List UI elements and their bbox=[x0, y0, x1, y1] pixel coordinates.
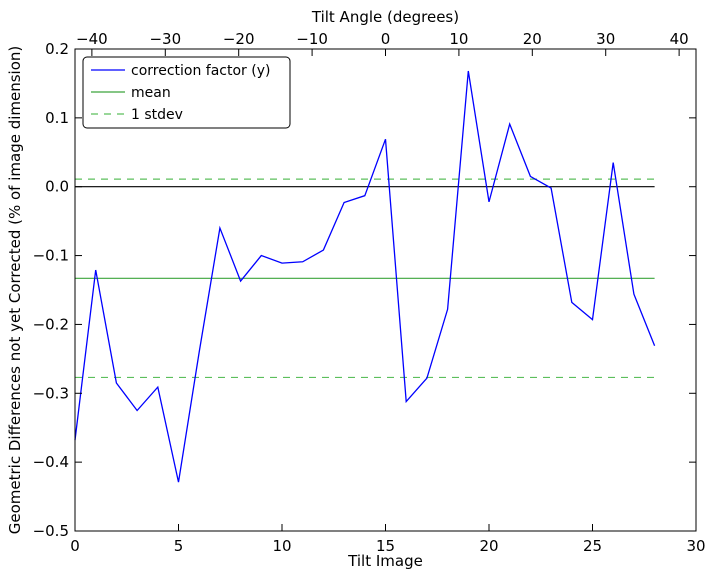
x-tick-label: 5 bbox=[174, 537, 184, 555]
top-x-tick-label: −20 bbox=[223, 30, 255, 48]
plot-area bbox=[75, 49, 696, 531]
ticks-layer: 0 5 10 15 20 25 30 −0.5 −0.4 −0.3 −0.2 −0.1 0.0 0.1 0.… bbox=[33, 30, 706, 555]
series-layer bbox=[74, 70, 656, 483]
y-tick-label: −0.5 bbox=[33, 522, 69, 540]
y-tick-label: 0.1 bbox=[45, 109, 69, 127]
y-tick-label: 0.0 bbox=[45, 178, 69, 196]
x-tick-label: 15 bbox=[376, 537, 395, 555]
x-tick-label: 10 bbox=[272, 537, 291, 555]
legend-label-stdev: 1 stdev bbox=[131, 107, 183, 123]
top-x-tick-label: 30 bbox=[596, 30, 615, 48]
y-tick-label: −0.2 bbox=[33, 315, 69, 333]
top-x-tick-label: −10 bbox=[296, 30, 328, 48]
series-line-0 bbox=[74, 70, 656, 483]
legend-box bbox=[82, 56, 291, 129]
x-tick-label: 30 bbox=[686, 537, 705, 555]
top-x-tick-label: −40 bbox=[76, 30, 108, 48]
y-tick-label: −0.3 bbox=[33, 384, 69, 402]
x-tick-label: 20 bbox=[479, 537, 498, 555]
y-tick-label: −0.1 bbox=[33, 247, 69, 265]
legend-label-correction: correction factor (y) bbox=[131, 63, 270, 79]
x-tick-label: 25 bbox=[583, 537, 602, 555]
legend-label-mean: mean bbox=[131, 85, 171, 101]
legend: correction factor (y) mean 1 stdev bbox=[82, 56, 291, 129]
top-x-tick-label: 20 bbox=[523, 30, 542, 48]
top-x-tick-label: 40 bbox=[670, 30, 689, 48]
top-x-tick-label: 0 bbox=[381, 30, 391, 48]
x-axis-label: Tilt Image bbox=[347, 552, 423, 570]
top-x-tick-label: 10 bbox=[449, 30, 468, 48]
y-axis-label: Geometric Differences not yet Corrected … bbox=[6, 46, 24, 535]
top-x-axis-label: Tilt Angle (degrees) bbox=[311, 8, 459, 26]
top-x-tick-label: −30 bbox=[149, 30, 181, 48]
x-tick-label: 0 bbox=[70, 537, 80, 555]
y-tick-label: 0.2 bbox=[45, 40, 69, 58]
y-tick-label: −0.4 bbox=[33, 453, 69, 471]
